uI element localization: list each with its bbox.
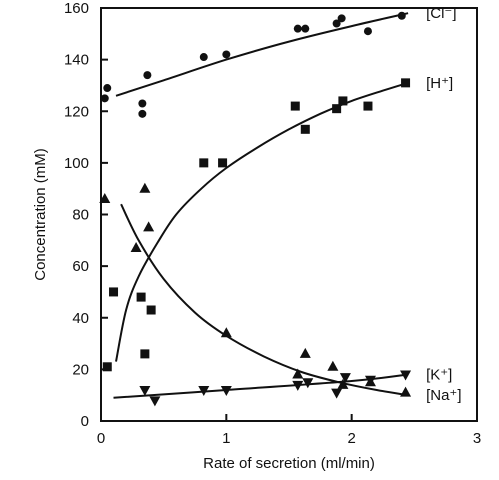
point-h xyxy=(290,101,300,111)
point-k xyxy=(339,373,351,384)
point-h xyxy=(199,158,209,168)
point-h xyxy=(338,96,348,106)
point-cl xyxy=(143,71,152,80)
point-k xyxy=(220,386,232,397)
point-na xyxy=(99,193,111,204)
y-tick-label: 160 xyxy=(64,0,89,17)
point-cl xyxy=(199,53,208,62)
point-h xyxy=(102,362,112,372)
point-cl xyxy=(337,14,346,23)
x-tick-label: 2 xyxy=(347,430,355,447)
series-label-h: [H⁺] xyxy=(426,75,453,92)
point-k xyxy=(198,386,210,397)
trend-curve-h xyxy=(115,81,409,362)
y-tick-label: 0 xyxy=(81,413,89,430)
point-h xyxy=(363,101,373,111)
point-na xyxy=(292,368,304,379)
point-na xyxy=(139,182,151,193)
point-h xyxy=(218,158,228,168)
series-label-cl: [Cl⁻] xyxy=(426,5,456,22)
point-h xyxy=(140,349,150,359)
point-h xyxy=(401,78,411,88)
point-na xyxy=(143,221,155,232)
point-k xyxy=(400,370,412,381)
point-na xyxy=(130,242,142,253)
point-cl xyxy=(332,19,341,28)
point-cl xyxy=(138,109,147,118)
point-h xyxy=(332,104,342,114)
point-cl xyxy=(301,24,310,33)
series-label-k: [K⁺] xyxy=(426,367,452,384)
data-markers xyxy=(99,11,412,407)
point-na xyxy=(364,376,376,387)
x-axis-title: Rate of secretion (ml/min) xyxy=(203,455,375,472)
y-axis-title: Concentration (mM) xyxy=(32,148,49,281)
point-h xyxy=(109,287,119,297)
point-cl xyxy=(138,99,147,108)
trend-curves xyxy=(113,12,409,399)
axes xyxy=(100,7,478,422)
series-labels: [Cl⁻] [H⁺] [K⁺] [Na⁺] xyxy=(426,5,461,404)
y-tick-label: 80 xyxy=(72,207,89,224)
y-tick-label: 20 xyxy=(72,361,89,378)
y-tick-label: 100 xyxy=(64,155,89,172)
point-na xyxy=(337,378,349,389)
point-na xyxy=(220,327,232,338)
plot-frame xyxy=(100,7,478,422)
y-tick-label: 40 xyxy=(72,310,89,327)
point-h xyxy=(136,292,146,302)
point-na xyxy=(299,347,311,358)
trend-curve-na xyxy=(120,203,409,397)
point-cl xyxy=(222,50,231,59)
point-k xyxy=(302,378,314,389)
trend-curve-cl xyxy=(115,12,409,97)
point-h xyxy=(300,124,310,134)
point-cl xyxy=(363,27,372,36)
point-cl xyxy=(397,11,406,20)
point-k xyxy=(292,380,304,391)
trend-curve-k xyxy=(113,373,409,399)
x-axis-ticks: 0 1 2 3 xyxy=(97,414,481,447)
x-tick-label: 3 xyxy=(473,430,481,447)
x-tick-label: 0 xyxy=(97,430,105,447)
y-tick-label: 60 xyxy=(72,258,89,275)
point-na xyxy=(327,360,339,371)
point-na xyxy=(400,386,412,397)
point-cl xyxy=(293,24,302,33)
point-cl xyxy=(103,84,112,93)
point-h xyxy=(146,305,156,315)
y-tick-label: 120 xyxy=(64,103,89,120)
point-k xyxy=(149,396,161,407)
y-axis-ticks: 0 20 40 60 80 100 120 140 160 xyxy=(64,0,108,430)
x-tick-label: 1 xyxy=(222,430,230,447)
y-tick-label: 140 xyxy=(64,52,89,69)
point-k xyxy=(139,386,151,397)
point-k xyxy=(331,388,343,399)
point-cl xyxy=(100,94,109,103)
series-label-na: [Na⁺] xyxy=(426,387,461,404)
